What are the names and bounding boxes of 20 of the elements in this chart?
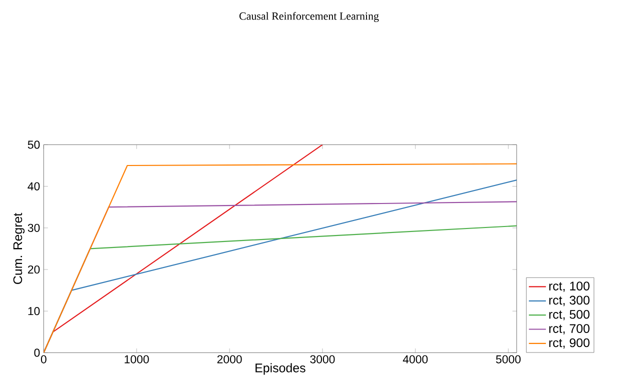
- y-tick-label: 0: [34, 348, 40, 357]
- y-tick-label: 10: [28, 307, 40, 316]
- x-axis-title: Episodes: [256, 363, 306, 375]
- x-tick-label: 1000: [124, 355, 149, 364]
- legend-label: rct, 100: [549, 282, 590, 292]
- y-tick-label: 20: [28, 265, 40, 274]
- x-tick-label: 4000: [402, 355, 428, 364]
- x-tick-label: 5000: [496, 355, 521, 364]
- legend-label: rct, 300: [549, 296, 590, 306]
- chart-title: Causal Reinforcement Learning: [239, 12, 379, 22]
- x-tick-label: 3000: [310, 355, 335, 364]
- legend-label: rct, 700: [549, 324, 590, 334]
- legend-label: rct, 900: [549, 338, 590, 349]
- y-tick-label: 30: [28, 224, 40, 232]
- x-tick-label: 2000: [217, 355, 242, 364]
- y-axis-title: Cum. Regret: [13, 212, 25, 284]
- x-tick-label: 0: [40, 355, 46, 364]
- legend-label: rct, 500: [549, 310, 590, 320]
- y-tick-label: 50: [28, 140, 40, 149]
- y-tick-label: 40: [28, 182, 40, 190]
